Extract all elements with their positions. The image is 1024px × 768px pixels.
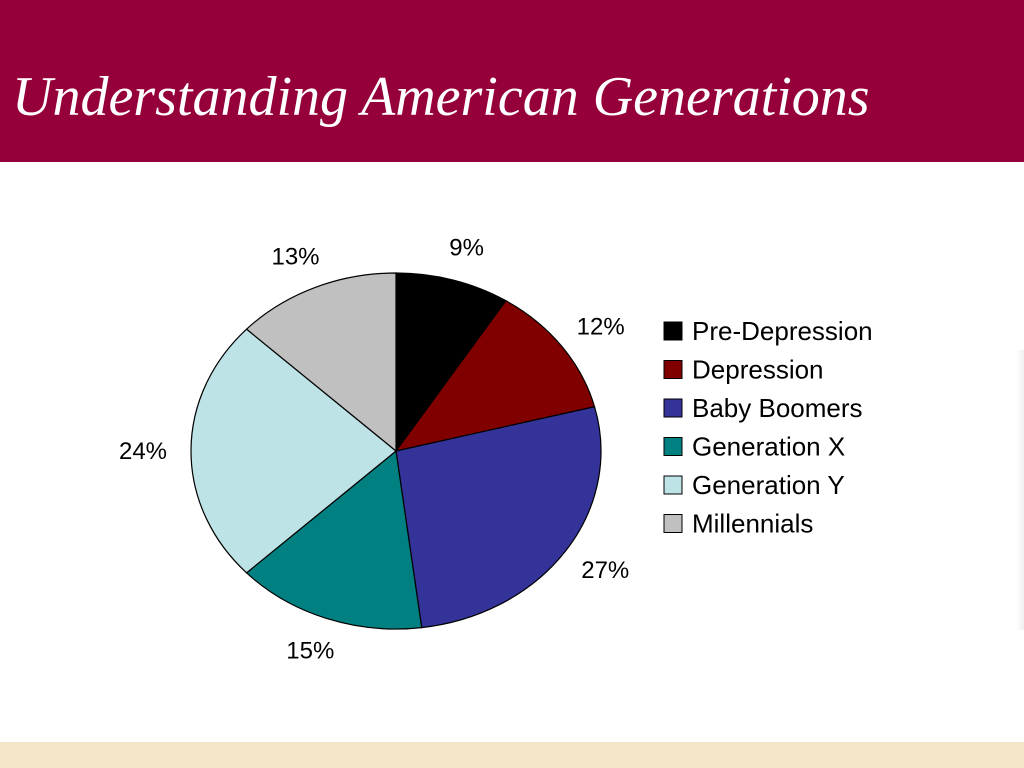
pie-slice-millennials bbox=[245, 272, 397, 453]
data-label-generation-y: 24% bbox=[119, 438, 167, 465]
pie-slice-baby-boomers bbox=[395, 406, 602, 629]
legend-swatch-generation-y bbox=[663, 475, 683, 495]
legend-label-generation-x: Generation X bbox=[692, 432, 845, 462]
pie-slice-depression bbox=[394, 299, 596, 452]
pie-chart: 9% 12% 27% 15% 24% 13% Pre-Depression Depressi… bbox=[119, 234, 873, 664]
pie-slice-generation-x bbox=[245, 449, 423, 630]
legend-label-pre-depression: Pre-Depression bbox=[692, 316, 873, 346]
legend-label-generation-y: Generation Y bbox=[692, 470, 845, 500]
pie-slices bbox=[190, 272, 602, 630]
legend-swatch-generation-x bbox=[663, 437, 683, 456]
legend-swatch-pre-depression bbox=[663, 321, 683, 341]
slide-title: Understanding American Generations bbox=[12, 66, 870, 128]
side-shadow bbox=[1016, 350, 1024, 630]
pie-data-labels: 9% 12% 27% 15% 24% 13% bbox=[119, 234, 629, 664]
pie-slice-generation-y bbox=[190, 328, 397, 574]
legend-swatch-baby-boomers bbox=[663, 398, 683, 418]
footer-bar bbox=[0, 742, 1024, 768]
data-label-generation-x: 15% bbox=[286, 637, 334, 664]
legend: Pre-Depression Depression Baby Boomers Gene… bbox=[663, 316, 873, 539]
legend-label-millennials: Millennials bbox=[692, 509, 813, 539]
legend-label-baby-boomers: Baby Boomers bbox=[692, 393, 863, 423]
data-label-pre-depression: 9% bbox=[449, 234, 484, 261]
data-label-millennials: 13% bbox=[271, 243, 319, 270]
legend-swatch-millennials bbox=[663, 514, 683, 533]
pie-slice-pre-depression bbox=[395, 272, 507, 453]
data-label-baby-boomers: 27% bbox=[581, 557, 629, 584]
title-bar: Understanding American Generations bbox=[0, 0, 1024, 162]
legend-swatch-depression bbox=[663, 360, 683, 379]
legend-label-depression: Depression bbox=[692, 355, 824, 385]
data-label-depression: 12% bbox=[577, 313, 625, 340]
